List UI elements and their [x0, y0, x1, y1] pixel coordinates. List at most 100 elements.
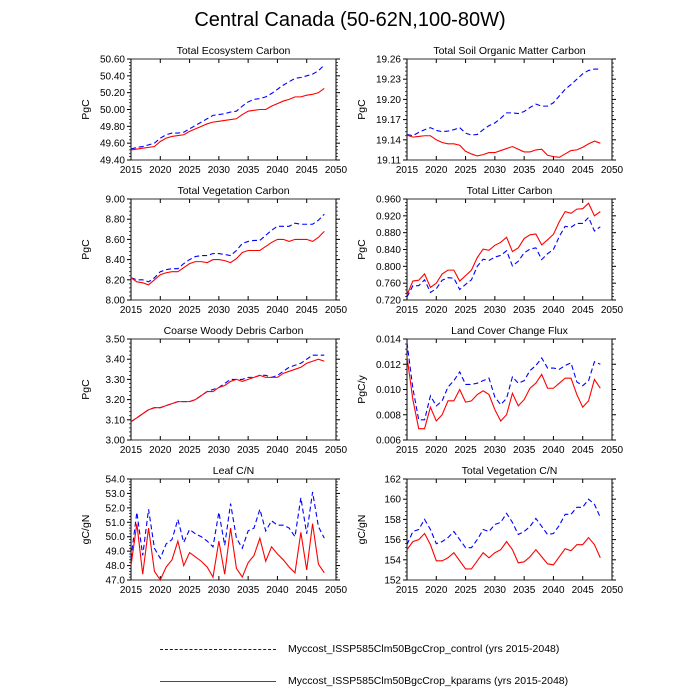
x-tick-label: 2045 — [296, 165, 319, 176]
y-tick-label: 19.26 — [376, 55, 401, 66]
x-tick-label: 2020 — [425, 585, 448, 596]
series-line-control — [406, 342, 601, 421]
x-tick-label: 2050 — [601, 445, 624, 456]
y-tick-label: 47.0 — [106, 576, 126, 587]
y-tick-label: 49.80 — [100, 122, 125, 133]
y-tick-label: 8.40 — [106, 255, 126, 266]
y-tick-label: 0.920 — [376, 211, 401, 222]
x-tick-label: 2030 — [208, 585, 231, 596]
plot-frame — [130, 338, 337, 441]
y-tick-label: 49.60 — [100, 139, 125, 150]
series-line-kparams — [130, 88, 325, 151]
series-line-control — [406, 498, 601, 549]
x-tick-label: 2020 — [149, 305, 172, 316]
x-tick-label: 2040 — [542, 165, 565, 176]
panel-title: Total Vegetation C/N — [462, 465, 558, 477]
y-tick-label: 0.800 — [376, 262, 401, 273]
y-tick-label: 0.760 — [376, 279, 401, 290]
x-tick-label: 2035 — [513, 585, 536, 596]
plot-frame — [130, 58, 337, 161]
y-tick-label: 3.40 — [106, 355, 126, 366]
y-tick-label: 0.012 — [376, 360, 401, 371]
y-tick-label: 0.880 — [376, 228, 401, 239]
y-axis-label: PgC — [80, 379, 92, 400]
x-tick-label: 2015 — [120, 445, 143, 456]
y-tick-label: 8.00 — [106, 296, 126, 307]
x-tick-label: 2035 — [237, 165, 260, 176]
x-tick-label: 2030 — [484, 445, 507, 456]
x-tick-label: 2015 — [120, 305, 143, 316]
series-line-kparams — [406, 356, 601, 430]
y-tick-label: 0.014 — [376, 335, 401, 346]
x-tick-label: 2050 — [601, 585, 624, 596]
y-tick-label: 154 — [384, 555, 401, 566]
x-tick-label: 2025 — [454, 305, 477, 316]
x-tick-label: 2045 — [296, 445, 319, 456]
y-tick-label: 8.20 — [106, 275, 126, 286]
y-tick-label: 158 — [384, 515, 401, 526]
plot-frame — [406, 58, 613, 161]
x-tick-label: 2015 — [396, 585, 419, 596]
y-axis-label: PgC — [356, 239, 368, 260]
y-tick-label: 50.40 — [100, 71, 125, 82]
series-line-control — [130, 491, 325, 560]
x-tick-label: 2030 — [208, 445, 231, 456]
x-tick-label: 2025 — [454, 585, 477, 596]
plot-frame — [130, 198, 337, 301]
y-tick-label: 162 — [384, 475, 401, 486]
series-line-control — [406, 68, 601, 137]
y-tick-label: 54.0 — [106, 475, 126, 486]
y-tick-label: 50.20 — [100, 88, 125, 99]
x-tick-label: 2020 — [425, 445, 448, 456]
x-tick-label: 2030 — [484, 165, 507, 176]
y-tick-label: 0.720 — [376, 296, 401, 307]
x-tick-label: 2035 — [237, 445, 260, 456]
y-tick-label: 49.0 — [106, 547, 126, 558]
x-tick-label: 2045 — [296, 305, 319, 316]
x-tick-label: 2040 — [266, 585, 289, 596]
x-tick-label: 2015 — [396, 165, 419, 176]
x-tick-label: 2050 — [601, 165, 624, 176]
x-tick-label: 2020 — [149, 165, 172, 176]
legend-label: Myccost_ISSP585Clm50BgcCrop_kparams (yrs… — [288, 675, 569, 687]
x-tick-label: 2040 — [266, 445, 289, 456]
y-axis-label: PgC — [356, 99, 368, 120]
plot-frame — [406, 198, 613, 301]
plot-frame — [130, 478, 337, 581]
x-tick-label: 2025 — [178, 165, 201, 176]
series-line-control — [406, 216, 601, 298]
y-tick-label: 156 — [384, 535, 401, 546]
x-tick-label: 2035 — [513, 305, 536, 316]
x-tick-label: 2020 — [425, 165, 448, 176]
series-line-control — [130, 213, 325, 283]
x-tick-label: 2020 — [425, 305, 448, 316]
x-tick-label: 2020 — [149, 585, 172, 596]
legend-solid-line — [160, 681, 276, 682]
y-tick-label: 3.20 — [106, 395, 126, 406]
x-tick-label: 2015 — [120, 165, 143, 176]
y-tick-label: 3.00 — [106, 436, 126, 447]
panel-title: Coarse Woody Debris Carbon — [164, 325, 304, 337]
y-tick-label: 8.80 — [106, 215, 126, 226]
x-tick-label: 2040 — [542, 445, 565, 456]
x-tick-label: 2050 — [325, 305, 348, 316]
x-tick-label: 2050 — [601, 305, 624, 316]
y-tick-label: 0.006 — [376, 436, 401, 447]
figure-title: Central Canada (50-62N,100-80W) — [194, 9, 506, 31]
x-tick-label: 2030 — [208, 305, 231, 316]
x-tick-label: 2035 — [237, 305, 260, 316]
series-line-control — [130, 354, 325, 423]
y-axis-label: PgC — [80, 239, 92, 260]
y-tick-label: 0.960 — [376, 195, 401, 206]
panel-title: Land Cover Change Flux — [451, 325, 568, 337]
x-tick-label: 2015 — [396, 445, 419, 456]
y-tick-label: 51.0 — [106, 518, 126, 529]
y-tick-label: 0.010 — [376, 385, 401, 396]
panel-title: Leaf C/N — [213, 465, 254, 477]
panel-title: Total Litter Carbon — [467, 185, 553, 197]
x-tick-label: 2045 — [572, 445, 595, 456]
x-tick-label: 2040 — [266, 165, 289, 176]
x-tick-label: 2045 — [572, 585, 595, 596]
legend-label: Myccost_ISSP585Clm50BgcCrop_control (yrs… — [288, 643, 560, 655]
y-tick-label: 8.60 — [106, 235, 126, 246]
